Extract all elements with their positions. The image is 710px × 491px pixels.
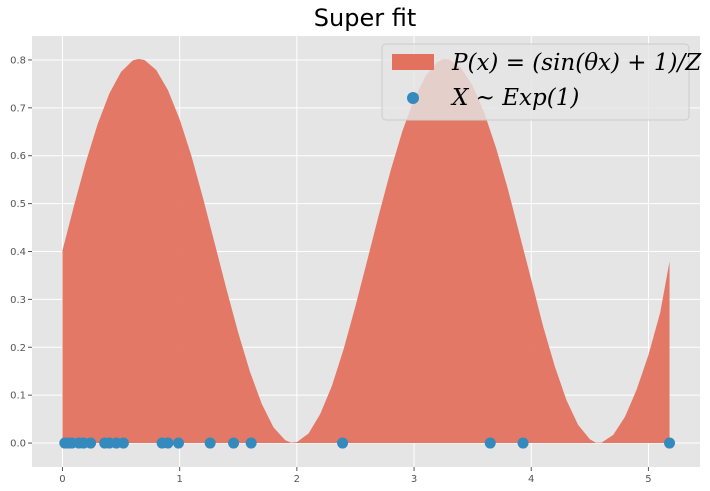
y-axis: 0.0 0.1 0.2 0.3 0.4 0.5 0.6 0.7 0.8 [10,55,32,450]
chart-title: Super fit [314,4,416,32]
legend-label-pdf: P(x) = (sin(θx) + 1)/Z [451,50,702,76]
y-tick-label: 0.2 [10,343,26,354]
x-tick-label: 5 [645,474,651,485]
density-area [62,58,670,444]
sample-point [337,437,349,449]
points-layer [59,437,676,449]
sample-point [228,437,240,449]
y-tick-label: 0.0 [10,439,26,450]
sample-point [85,437,97,449]
sample-point [664,437,676,449]
sample-point [117,437,129,449]
y-tick-label: 0.5 [10,199,26,210]
sample-point [204,437,216,449]
y-tick-label: 0.8 [10,55,26,66]
y-tick-label: 0.6 [10,151,26,162]
sample-point [484,437,496,449]
y-tick-label: 0.7 [10,103,26,114]
x-tick-label: 1 [176,474,182,485]
x-tick-label: 3 [411,474,417,485]
legend-box [381,43,690,121]
legend-label-samples: X ~ Exp(1) [450,85,579,111]
y-tick-label: 0.1 [10,391,26,402]
sample-point [245,437,257,449]
x-tick-label: 2 [294,474,300,485]
legend: P(x) = (sin(θx) + 1)/Z X ~ Exp(1) [381,43,702,121]
y-tick-label: 0.4 [10,247,26,258]
area-layer [62,58,670,444]
x-tick-label: 0 [59,474,65,485]
x-axis: 0 1 2 3 4 5 [59,467,652,485]
y-tick-label: 0.3 [10,295,26,306]
legend-point-marker [407,92,419,104]
sample-point [172,437,184,449]
sample-point [517,437,529,449]
x-tick-label: 4 [528,474,534,485]
legend-area-swatch [392,54,434,70]
sample-point [162,437,174,449]
